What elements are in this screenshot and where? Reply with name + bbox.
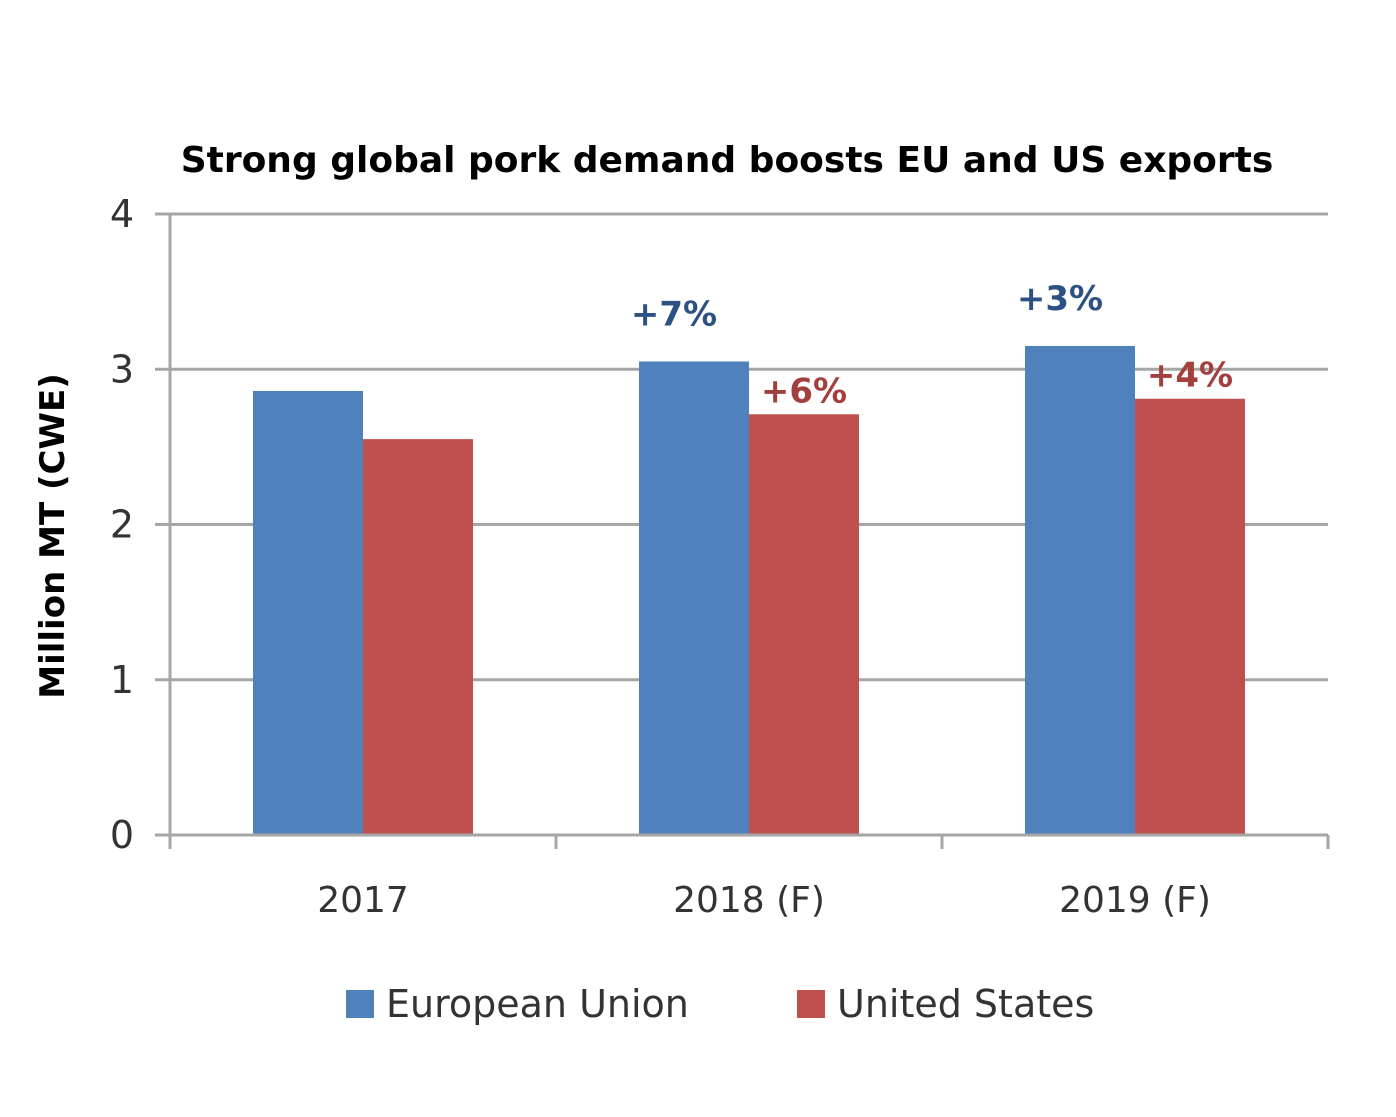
x-tick-label: 2019 (F) — [1059, 880, 1211, 921]
data-label: +4% — [1147, 356, 1233, 396]
legend-label: United States — [837, 982, 1094, 1026]
bar — [749, 414, 859, 835]
y-tick-label: 3 — [110, 347, 134, 391]
legend-swatch — [346, 990, 374, 1018]
y-tick-label: 0 — [110, 813, 134, 857]
chart-title: Strong global pork demand boosts EU and … — [181, 140, 1274, 181]
x-tick-label: 2018 (F) — [673, 880, 825, 921]
bar — [1135, 398, 1245, 835]
data-label: +7% — [631, 294, 717, 334]
legend: European Union United States — [346, 982, 1094, 1026]
bar — [639, 361, 749, 835]
legend-label: European Union — [386, 982, 689, 1026]
axes — [155, 212, 1330, 849]
bar — [363, 439, 473, 835]
bar — [253, 390, 363, 835]
y-tick-label: 4 — [110, 192, 134, 236]
legend-swatch — [797, 990, 825, 1018]
labels: 0 1 2 3 4 2017 +7% +6% 2018 (F) +3% +4% 2019 (F) — [110, 192, 1233, 921]
y-tick-label: 2 — [110, 503, 134, 547]
data-label: +6% — [761, 371, 847, 411]
y-axis-label: Million MT (CWE) — [33, 373, 73, 698]
data-label: +3% — [1017, 279, 1103, 319]
x-tick-label: 2017 — [317, 880, 409, 921]
bar — [1025, 345, 1135, 835]
bars — [253, 345, 1245, 835]
y-tick-label: 1 — [110, 658, 134, 702]
